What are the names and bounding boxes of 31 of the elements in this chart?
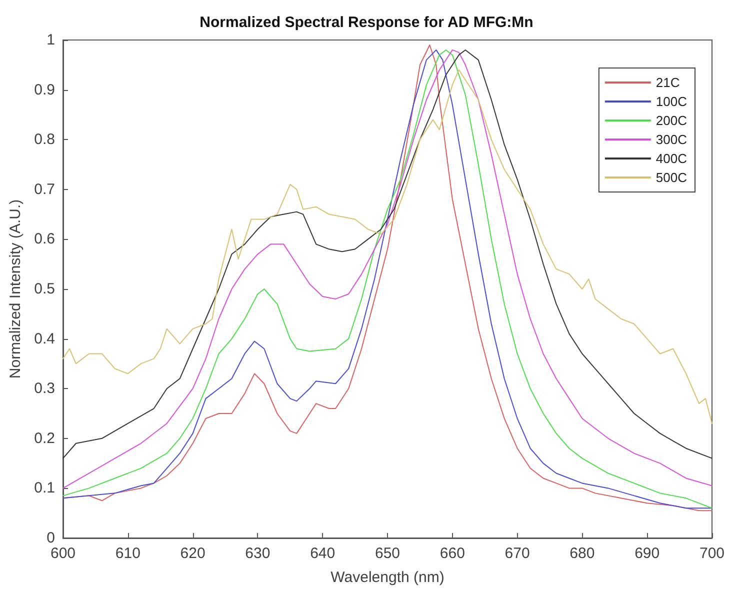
y-tick-label: 0.4	[34, 330, 55, 348]
y-tick-label: 0.7	[34, 180, 55, 198]
x-tick-label: 650	[374, 545, 400, 562]
y-tick-label: 0.1	[34, 480, 55, 497]
legend-label: 200C	[656, 113, 687, 128]
y-tick-label: 0.9	[34, 81, 55, 98]
y-axis-title: Normalized Intensity (A.U.)	[7, 199, 24, 379]
x-tick-label: 620	[180, 545, 206, 562]
y-tick-label: 0	[46, 530, 55, 546]
x-axis-title: Wavelength (nm)	[330, 569, 444, 586]
y-tick-label: 0.2	[34, 430, 55, 447]
y-tick-label: 0.3	[34, 380, 55, 398]
y-tick-label: 1	[46, 32, 55, 48]
x-tick-label: 630	[245, 545, 270, 562]
y-tick-label: 0.8	[34, 131, 55, 148]
y-tick-label: 0.6	[34, 230, 55, 248]
x-tick-label: 640	[310, 545, 336, 562]
x-tick-label: 680	[570, 545, 595, 562]
chart-title: Normalized Spectral Response for AD MFG:Mn	[200, 14, 534, 31]
y-tick-label: 0.5	[34, 280, 55, 298]
x-tick-label: 690	[634, 545, 660, 562]
x-tick-label: 660	[440, 545, 465, 562]
legend-label: 300C	[656, 132, 687, 147]
legend-label: 500C	[656, 170, 687, 185]
legend-label: 100C	[656, 94, 687, 109]
x-tick-label: 670	[504, 545, 530, 562]
legend-label: 400C	[656, 151, 687, 166]
x-tick-label: 700	[699, 545, 725, 562]
x-tick-label: 610	[115, 545, 140, 562]
legend-label: 21C	[656, 75, 680, 90]
x-tick-label: 600	[50, 545, 76, 562]
